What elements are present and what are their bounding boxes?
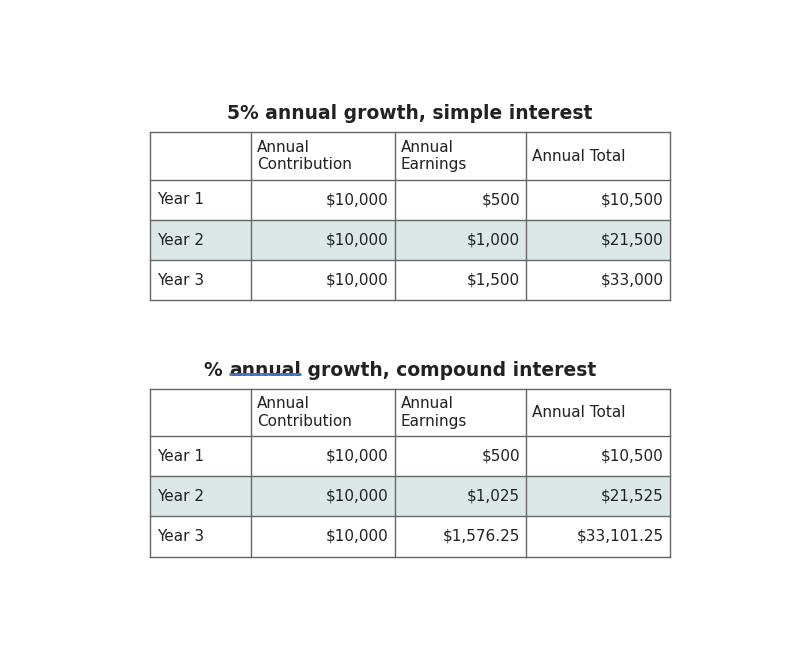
Text: $10,500: $10,500: [601, 192, 663, 208]
Text: Year 1: Year 1: [157, 192, 203, 208]
Text: Year 2: Year 2: [157, 489, 203, 504]
Text: $33,101.25: $33,101.25: [576, 529, 663, 544]
Text: Year 3: Year 3: [157, 529, 204, 544]
Bar: [150, 517, 670, 556]
Text: 5% annual growth, simple interest: 5% annual growth, simple interest: [227, 103, 593, 123]
Text: $10,000: $10,000: [326, 529, 388, 544]
Text: $1,576.25: $1,576.25: [442, 529, 520, 544]
Text: $21,500: $21,500: [601, 233, 663, 247]
Text: Year 2: Year 2: [157, 233, 203, 247]
Text: Annual Total: Annual Total: [533, 149, 626, 163]
Text: growth, compound interest: growth, compound interest: [301, 361, 596, 380]
Bar: [150, 476, 670, 517]
Text: Annual
Earnings: Annual Earnings: [401, 396, 467, 429]
Text: Annual Total: Annual Total: [533, 405, 626, 420]
Text: $1,025: $1,025: [467, 489, 520, 504]
Bar: [150, 220, 670, 260]
Text: $10,500: $10,500: [601, 449, 663, 464]
Text: annual: annual: [229, 361, 301, 380]
Bar: [150, 132, 670, 180]
Bar: [150, 436, 670, 476]
Text: $10,000: $10,000: [326, 192, 388, 208]
Text: $10,000: $10,000: [326, 233, 388, 247]
Text: $10,000: $10,000: [326, 273, 388, 288]
Text: $10,000: $10,000: [326, 489, 388, 504]
Text: Year 1: Year 1: [157, 449, 203, 464]
Bar: [150, 180, 670, 220]
Text: Annual
Contribution: Annual Contribution: [258, 140, 352, 172]
Text: $21,525: $21,525: [601, 489, 663, 504]
Text: Annual
Earnings: Annual Earnings: [401, 140, 467, 172]
Text: Year 3: Year 3: [157, 273, 204, 288]
Text: $10,000: $10,000: [326, 449, 388, 464]
Bar: [150, 260, 670, 300]
Bar: [150, 388, 670, 436]
Text: $500: $500: [482, 449, 520, 464]
Text: %: %: [204, 361, 229, 380]
Text: Annual
Contribution: Annual Contribution: [258, 396, 352, 429]
Text: $1,000: $1,000: [467, 233, 520, 247]
Text: $33,000: $33,000: [601, 273, 663, 288]
Text: $500: $500: [482, 192, 520, 208]
Text: $1,500: $1,500: [467, 273, 520, 288]
